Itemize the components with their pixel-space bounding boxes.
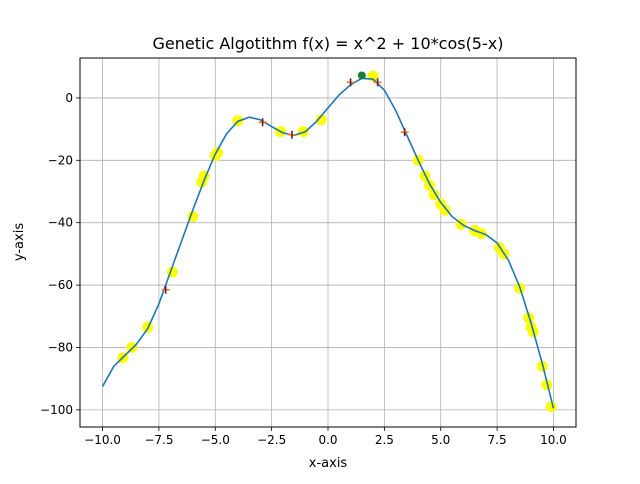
- population-point: [126, 341, 138, 353]
- elite-point: [287, 130, 296, 139]
- x-tick-label: 2.5: [375, 433, 394, 447]
- population-point: [315, 114, 327, 126]
- x-tick-label: −2.5: [257, 433, 286, 447]
- data-layer: [101, 70, 557, 413]
- population-point: [439, 204, 451, 216]
- chart-title: Genetic Algotithm f(x) = x^2 + 10*cos(5-…: [153, 34, 504, 53]
- y-tick-label: −100: [40, 403, 73, 417]
- y-tick-label: 0: [65, 91, 73, 105]
- x-tick-label: −10.0: [84, 433, 121, 447]
- x-tick-label: 5.0: [431, 433, 450, 447]
- x-axis-label: x-axis: [309, 456, 348, 471]
- y-tick-label: −60: [48, 278, 73, 292]
- elite-point: [161, 285, 170, 294]
- elite-point: [400, 128, 409, 137]
- y-tick-label: −20: [48, 153, 73, 167]
- y-tick-label: −80: [48, 340, 73, 354]
- x-tick-label: 7.5: [488, 433, 507, 447]
- best-point: [357, 71, 366, 80]
- population-point: [541, 379, 553, 391]
- x-tick-label: 0.0: [318, 433, 337, 447]
- elite-point: [258, 118, 267, 127]
- x-tick-label: −5.0: [201, 433, 230, 447]
- function-curve: [101, 77, 555, 409]
- elite-point: [346, 78, 355, 87]
- y-axis-label: y-axis: [12, 223, 27, 261]
- x-tick-label: 10.0: [540, 433, 567, 447]
- y-tick-label: −40: [48, 216, 73, 230]
- elite-point: [373, 78, 382, 87]
- grid-layer: [80, 58, 576, 427]
- x-tick-label: −7.5: [144, 433, 173, 447]
- population-point: [428, 189, 440, 201]
- population-point: [545, 401, 557, 413]
- tick-layer: −10.0 −7.5 −5.0 −2.5 0.0 2.5 5.0 7.5 10.0 0 −20 −40…: [40, 91, 567, 447]
